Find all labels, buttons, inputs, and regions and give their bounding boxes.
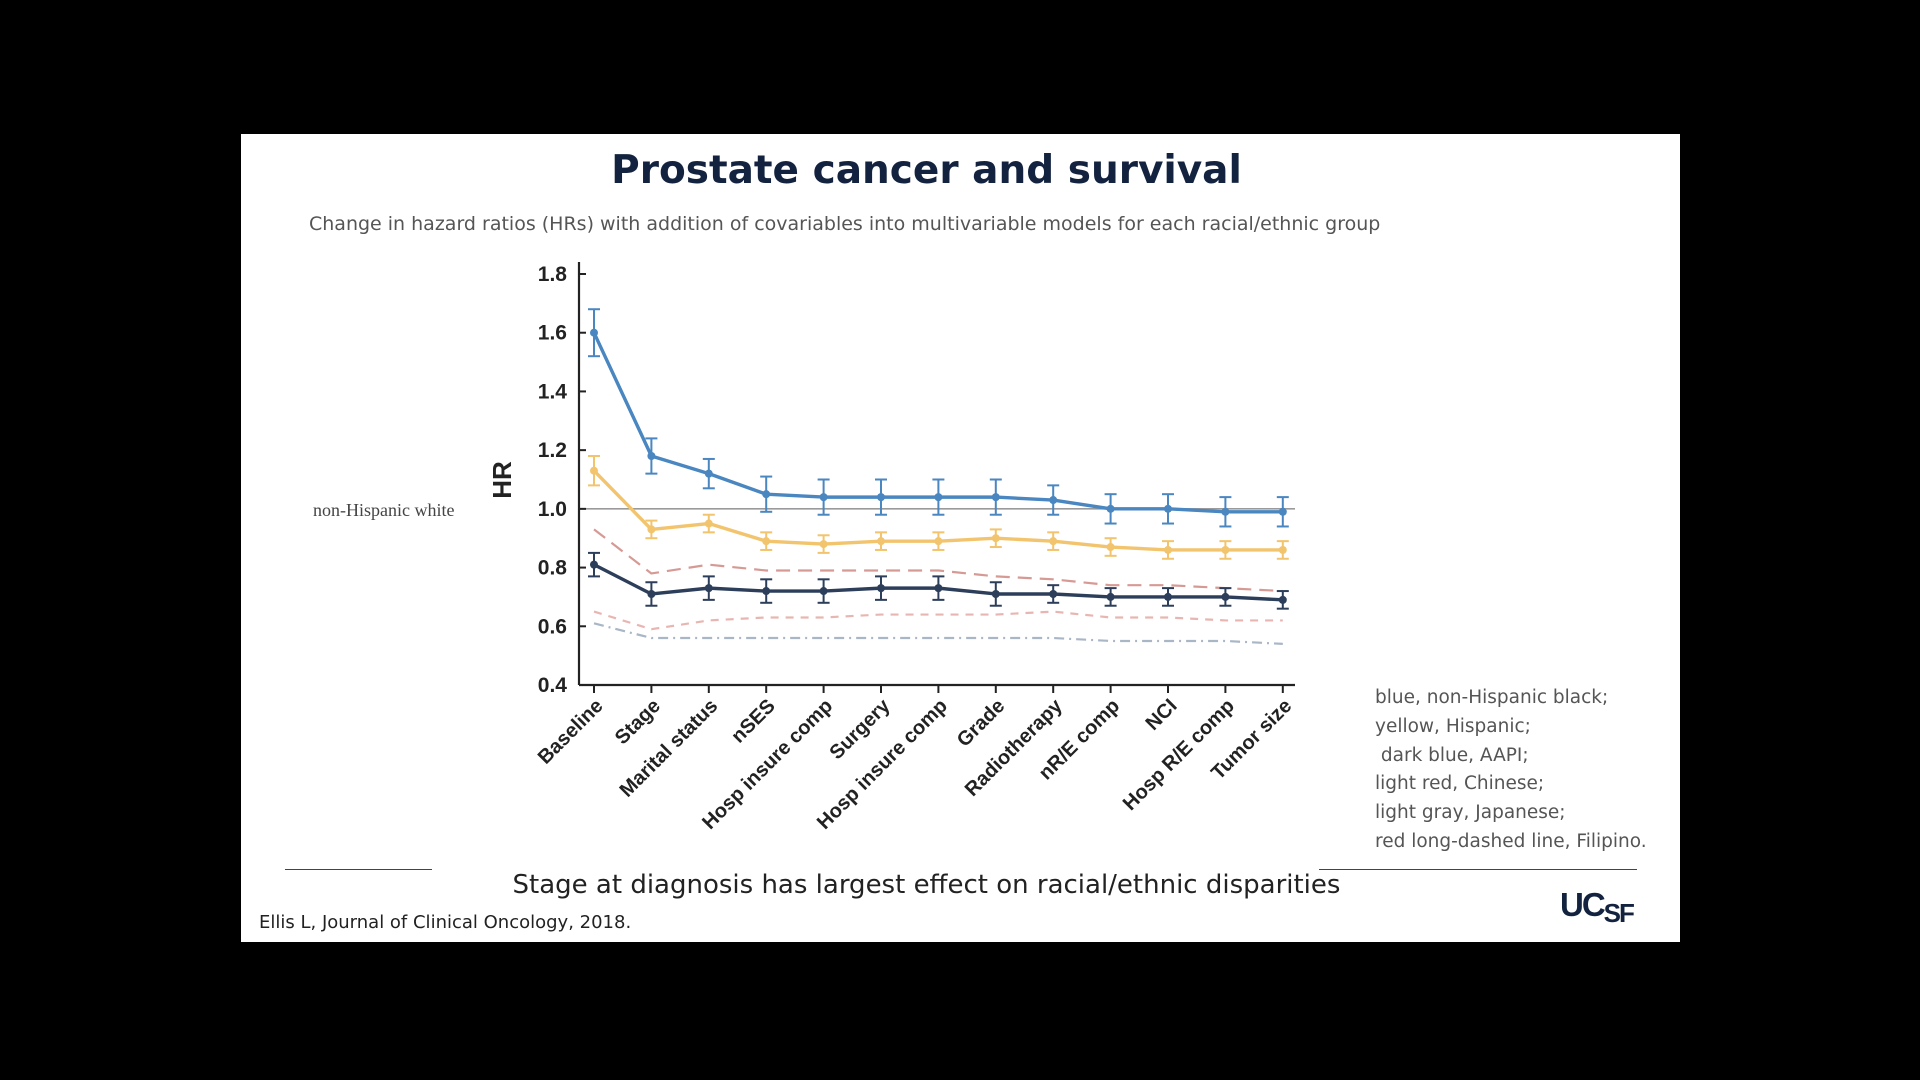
data-point bbox=[590, 466, 598, 475]
right-divider bbox=[1319, 869, 1637, 870]
hazard-ratio-chart: 0.4 0.6 0.8 1.0 1.2 1.4 1.6 1.8 HR Baseline StageM… bbox=[487, 262, 1296, 834]
y-tick-label: 1.8 bbox=[538, 263, 568, 286]
reference-line-label: non-Hispanic white bbox=[313, 500, 455, 520]
y-axis-title: HR bbox=[487, 461, 517, 499]
data-point bbox=[1049, 496, 1058, 505]
data-point bbox=[590, 328, 598, 337]
y-tick-label: 0.6 bbox=[538, 615, 567, 638]
data-point bbox=[762, 537, 771, 546]
y-tick-label: 1.4 bbox=[538, 380, 568, 403]
y-tick-label: 1.2 bbox=[538, 439, 567, 462]
y-tick-label: 1.0 bbox=[538, 498, 567, 521]
data-point bbox=[991, 493, 1000, 502]
data-point bbox=[1278, 595, 1287, 604]
legend-item: blue, non-Hispanic black; bbox=[1375, 687, 1609, 708]
data-point bbox=[704, 469, 713, 478]
slide-title: Prostate cancer and survival bbox=[611, 148, 1242, 193]
data-point bbox=[819, 540, 828, 549]
data-point bbox=[934, 537, 943, 546]
data-point bbox=[1049, 589, 1058, 598]
x-tick-label: Grade bbox=[953, 695, 1009, 751]
slide: Prostate cancer and survival Change in h… bbox=[241, 134, 1680, 942]
x-tick-label: Baseline bbox=[534, 695, 608, 769]
data-point bbox=[647, 525, 656, 534]
data-point bbox=[1278, 507, 1287, 516]
data-point bbox=[1164, 545, 1172, 554]
data-point bbox=[704, 519, 713, 528]
data-point bbox=[877, 537, 885, 546]
ucsf-logo: UCSF bbox=[1560, 886, 1635, 928]
legend-item: light red, Chinese; bbox=[1375, 773, 1545, 795]
data-point bbox=[647, 589, 656, 598]
slide-subtitle: Change in hazard ratios (HRs) with addit… bbox=[309, 213, 1381, 235]
data-point bbox=[647, 452, 656, 461]
x-tick-label: Marital status bbox=[616, 695, 723, 802]
legend-item: dark blue, AAPI; bbox=[1375, 744, 1529, 766]
data-point bbox=[819, 587, 828, 596]
data-point bbox=[1106, 504, 1115, 513]
left-divider bbox=[285, 869, 432, 870]
x-tick-label: Radiotherapy bbox=[961, 694, 1068, 801]
data-point bbox=[1106, 543, 1115, 552]
data-point bbox=[877, 584, 885, 593]
data-point bbox=[1221, 592, 1230, 601]
data-point bbox=[1106, 592, 1115, 601]
data-point bbox=[1164, 504, 1172, 513]
data-point bbox=[991, 589, 1000, 598]
x-tick-label: Stage bbox=[611, 695, 665, 749]
footer-caption: Stage at diagnosis has largest effect on… bbox=[512, 870, 1341, 900]
data-point bbox=[1164, 592, 1172, 601]
data-point bbox=[877, 493, 885, 502]
series-line-chinese bbox=[593, 610, 1283, 631]
x-tick-label: NCI bbox=[1142, 695, 1182, 735]
series-line-japanese bbox=[593, 622, 1283, 645]
data-point bbox=[934, 584, 943, 593]
data-point bbox=[1221, 545, 1230, 554]
legend-item: yellow, Hispanic; bbox=[1375, 715, 1531, 737]
data-point bbox=[762, 587, 771, 596]
data-point bbox=[819, 493, 828, 502]
legend-item: red long-dashed line, Filipino. bbox=[1375, 830, 1647, 852]
citation: Ellis L, Journal of Clinical Oncology, 2… bbox=[259, 912, 632, 933]
legend: blue, non-Hispanic black; yellow, Hispan… bbox=[1375, 684, 1647, 857]
series-line-filipino bbox=[593, 528, 1283, 593]
y-tick-label: 0.4 bbox=[538, 674, 568, 697]
data-point bbox=[762, 490, 771, 499]
y-tick-label: 1.6 bbox=[538, 322, 567, 345]
data-point bbox=[1049, 537, 1058, 546]
legend-item: light gray, Japanese; bbox=[1375, 802, 1566, 824]
x-tick-label: nSES bbox=[727, 695, 780, 748]
data-point bbox=[704, 584, 713, 593]
data-point bbox=[590, 560, 598, 569]
data-point bbox=[1221, 507, 1230, 516]
y-tick-label: 0.8 bbox=[538, 557, 568, 580]
data-point bbox=[934, 493, 943, 502]
data-point bbox=[1278, 545, 1287, 554]
data-point bbox=[991, 534, 1000, 543]
